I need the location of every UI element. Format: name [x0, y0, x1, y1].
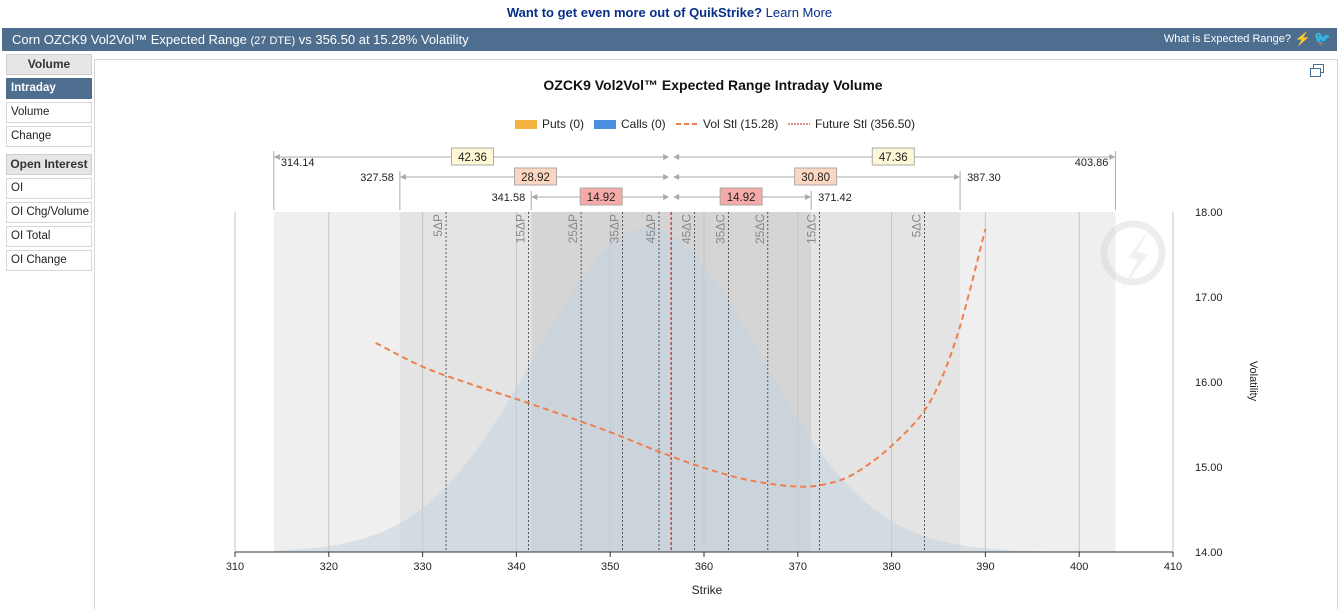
- sidebar-item-oi-change[interactable]: OI Change: [6, 250, 92, 271]
- sidebar: Volume Intraday Volume Change Open Inter…: [6, 54, 92, 274]
- chart-panel: [94, 59, 1338, 609]
- sidebar-item-change[interactable]: Change: [6, 126, 92, 147]
- sidebar-item-oi-total[interactable]: OI Total: [6, 226, 92, 247]
- sidebar-item-oi-chg-volume[interactable]: OI Chg/Volume: [6, 202, 92, 223]
- promo-link[interactable]: Want to get even more out of QuikStrike?…: [506, 5, 833, 20]
- sidebar-item-oi[interactable]: OI: [6, 178, 92, 199]
- chart-header-bar: Corn OZCK9 Vol2Vol™ Expected Range (27 D…: [2, 28, 1337, 51]
- sidebar-volume-header: Volume: [6, 54, 92, 75]
- sidebar-item-intraday[interactable]: Intraday: [6, 78, 92, 99]
- twitter-icon[interactable]: 🐦: [1313, 30, 1331, 46]
- expand-icon[interactable]: [1310, 64, 1324, 78]
- lightning-icon[interactable]: ⚡: [1294, 31, 1311, 46]
- what-is-expected-range-link[interactable]: What is Expected Range?: [1163, 33, 1291, 45]
- page-title: Corn OZCK9 Vol2Vol™ Expected Range (27 D…: [12, 32, 469, 47]
- sidebar-open-interest-header: Open Interest: [6, 154, 92, 175]
- sidebar-item-volume[interactable]: Volume: [6, 102, 92, 123]
- promo-banner: Want to get even more out of QuikStrike?…: [0, 0, 1339, 28]
